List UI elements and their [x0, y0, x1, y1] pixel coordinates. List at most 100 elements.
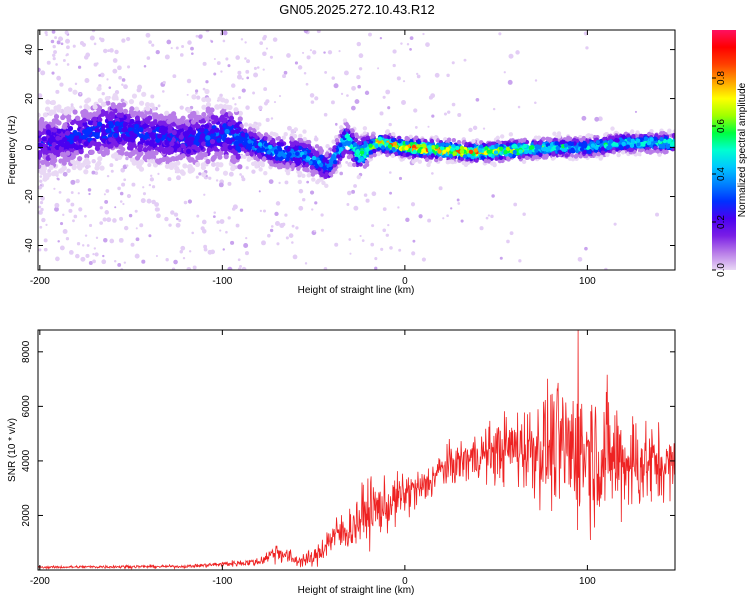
spectrogram-point: [212, 146, 219, 152]
spectrogram-background-point: [268, 179, 274, 184]
x-tick-label: 100: [579, 576, 596, 587]
spectrogram-point: [144, 102, 151, 108]
spectrogram-background-point: [475, 97, 480, 102]
spectrogram-point: [556, 131, 562, 136]
spectrogram-point: [498, 146, 504, 151]
spectrogram-point: [620, 150, 626, 155]
spectrogram-background-point: [145, 32, 151, 38]
spectrogram-background-point: [253, 72, 259, 78]
spectrogram-background-point: [515, 50, 520, 55]
spectrogram-background-point: [450, 207, 453, 210]
spectrogram-background-point: [173, 259, 178, 265]
spectrogram-point: [281, 135, 287, 140]
spectrogram-point: [478, 144, 484, 149]
spectrogram-background-point: [309, 93, 315, 98]
spectrogram-point: [56, 120, 62, 126]
spectrogram-background-point: [457, 112, 462, 118]
spectrogram-point: [157, 147, 163, 153]
spectrogram-point: [239, 123, 244, 129]
spectrogram-background-point: [262, 209, 266, 213]
spectrogram-background-point: [98, 74, 101, 77]
spectrogram-background-point: [273, 101, 277, 104]
spectrogram-point: [214, 127, 220, 133]
spectrogram-point: [551, 151, 556, 156]
spectrogram-point: [590, 143, 596, 148]
spectrogram-background-point: [164, 216, 169, 222]
spectrogram-point: [578, 154, 583, 159]
spectrogram-background-point: [389, 191, 393, 195]
spectrogram-background-point: [103, 238, 108, 243]
spectrogram-background-point: [174, 153, 178, 157]
spectrogram-point: [164, 163, 170, 169]
spectrogram-point: [391, 132, 396, 137]
spectrogram-background-point: [38, 205, 42, 209]
spectrogram-background-point: [499, 256, 503, 260]
spectrogram-background-point: [135, 237, 140, 242]
spectrogram-background-point: [128, 213, 133, 218]
spectrogram-point: [393, 151, 399, 157]
spectrogram-point: [295, 151, 300, 157]
spectrogram-point: [210, 114, 216, 120]
spectrogram-background-point: [99, 206, 103, 210]
spectrogram-points: [38, 30, 675, 270]
spectrogram-point: [218, 150, 224, 156]
spectrogram-point: [49, 153, 55, 159]
spectrogram-point: [606, 145, 611, 151]
spectrogram-background-point: [380, 247, 384, 251]
spectrogram-point: [267, 144, 273, 150]
spectrogram-point: [255, 125, 260, 131]
spectrogram-point: [98, 145, 105, 151]
y-tick-label: 6000: [21, 395, 32, 418]
spectrogram-point: [486, 149, 491, 154]
y-tick-label: 2000: [21, 504, 32, 527]
spectrogram-point: [188, 114, 194, 120]
spectrogram-background-point: [411, 251, 416, 256]
spectrogram-point: [242, 154, 247, 160]
spectrogram-background-point: [285, 236, 289, 240]
spectrogram-background-point: [239, 173, 242, 176]
spectrogram-background-point: [304, 262, 308, 265]
spectrogram-point: [147, 127, 153, 133]
spectrogram-background-point: [38, 185, 42, 190]
spectrogram-background-point: [121, 83, 124, 87]
spectrogram-point: [487, 142, 492, 147]
spectrogram-background-point: [151, 43, 155, 47]
spectrogram-background-point: [39, 175, 43, 178]
spectrogram-background-point: [294, 61, 299, 65]
spectrogram-background-point: [412, 239, 416, 243]
spectrogram-background-point: [259, 209, 263, 213]
spectrogram-point: [177, 154, 183, 160]
spectrogram-background-point: [101, 259, 107, 265]
spectrogram-point: [82, 121, 88, 127]
spectrogram-point: [53, 170, 59, 176]
spectrogram-background-point: [310, 100, 315, 104]
spectrogram-background-point: [92, 259, 96, 264]
spectrogram-background-point: [109, 238, 115, 244]
spectrogram-point: [279, 142, 285, 147]
spectrogram-background-point: [166, 39, 172, 45]
spectrogram-point: [328, 171, 333, 177]
spectrogram-point: [223, 154, 229, 160]
spectrogram-point: [201, 171, 207, 178]
spectrogram-point: [56, 128, 62, 134]
spectrogram-point: [302, 136, 307, 142]
spectrogram-point: [112, 108, 118, 114]
spectrogram-point: [498, 155, 504, 161]
spectrogram-background-point: [434, 72, 440, 78]
spectrogram-background-point: [73, 214, 78, 219]
spectrogram-point: [534, 154, 539, 160]
spectrogram-point: [110, 102, 116, 108]
spectrogram-point: [404, 146, 409, 151]
spectrogram-background-point: [74, 82, 78, 86]
spectrogram-point: [186, 108, 192, 114]
spectrogram-background-point: [86, 244, 90, 247]
spectrogram-point: [448, 153, 453, 159]
spectrogram-background-point: [303, 72, 307, 75]
spectrogram-point: [594, 145, 599, 150]
spectrogram-background-point: [298, 188, 304, 194]
spectrogram-point: [48, 164, 54, 171]
spectrogram-background-point: [78, 207, 83, 212]
spectrogram-background-point: [358, 53, 364, 59]
spectrogram-background-point: [374, 257, 378, 261]
spectrogram-background-point: [121, 182, 126, 187]
